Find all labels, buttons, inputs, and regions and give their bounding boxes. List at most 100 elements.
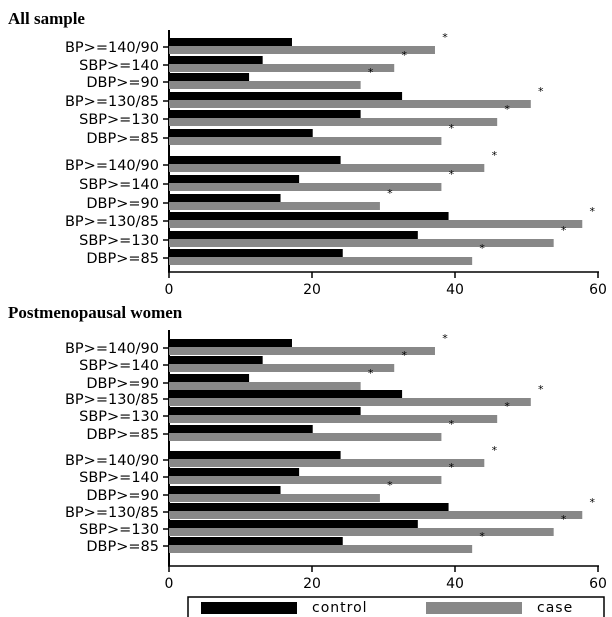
significance-marker: * bbox=[449, 168, 455, 181]
category-label: DBP>=90 bbox=[86, 196, 159, 212]
bar-case bbox=[169, 433, 442, 441]
category-label: SBP>=140 bbox=[79, 58, 159, 74]
bar-case bbox=[169, 528, 554, 536]
legend-swatch-control bbox=[201, 602, 297, 614]
bar-case bbox=[169, 459, 485, 467]
bar-case bbox=[169, 164, 485, 172]
significance-marker: * bbox=[504, 103, 510, 116]
significance-marker: * bbox=[561, 224, 567, 237]
bar-case bbox=[169, 476, 442, 484]
bar-control bbox=[169, 486, 281, 494]
panel-title: All sample bbox=[8, 9, 85, 28]
bar-case bbox=[169, 183, 442, 191]
bar-control bbox=[169, 92, 403, 100]
significance-marker: * bbox=[561, 513, 567, 526]
significance-marker: * bbox=[538, 383, 544, 396]
category-label: DBP>=85 bbox=[86, 427, 159, 443]
legend-label-control: control bbox=[312, 600, 368, 616]
legend-swatch-case bbox=[426, 602, 522, 614]
bar-control bbox=[169, 503, 449, 511]
bar-case bbox=[169, 415, 498, 423]
bar-case bbox=[169, 545, 473, 553]
bar-control bbox=[169, 129, 313, 137]
category-label: SBP>=140 bbox=[79, 470, 159, 486]
category-label: BP>=140/90 bbox=[65, 453, 159, 469]
category-label: DBP>=90 bbox=[86, 75, 159, 91]
significance-marker: * bbox=[590, 496, 596, 509]
significance-marker: * bbox=[368, 66, 374, 79]
bar-case bbox=[169, 81, 361, 89]
significance-marker: * bbox=[387, 187, 393, 200]
category-label: BP>=130/85 bbox=[65, 94, 159, 110]
bar-control bbox=[169, 339, 292, 347]
category-label: SBP>=130 bbox=[79, 522, 159, 538]
significance-marker: * bbox=[504, 400, 510, 413]
bar-control bbox=[169, 110, 361, 118]
bar-control bbox=[169, 73, 250, 81]
significance-marker: * bbox=[449, 418, 455, 431]
legend: control case bbox=[187, 596, 605, 617]
category-label: BP>=130/85 bbox=[65, 392, 159, 408]
bar-control bbox=[169, 425, 313, 433]
significance-marker: * bbox=[368, 367, 374, 380]
category-label: BP>=130/85 bbox=[65, 505, 159, 521]
significance-marker: * bbox=[538, 85, 544, 98]
significance-marker: * bbox=[449, 461, 455, 474]
bar-case bbox=[169, 46, 435, 54]
bar-case bbox=[169, 137, 442, 145]
bar-case bbox=[169, 347, 435, 355]
category-label: DBP>=90 bbox=[86, 488, 159, 504]
bar-control bbox=[169, 451, 341, 459]
significance-marker: * bbox=[479, 242, 485, 255]
panel-all-sample: All sample 0 20 40 60 BP>=140/90 * SBP>=140 * DB… bbox=[8, 9, 607, 298]
x-tick-label: 0 bbox=[165, 576, 174, 592]
bar-case bbox=[169, 100, 531, 108]
bar-control bbox=[169, 390, 403, 398]
bar-control bbox=[169, 520, 418, 528]
bar-case bbox=[169, 257, 473, 265]
category-label: BP>=140/90 bbox=[65, 158, 159, 174]
significance-marker: * bbox=[387, 479, 393, 492]
category-label: BP>=140/90 bbox=[65, 341, 159, 357]
significance-marker: * bbox=[590, 205, 596, 218]
bar-control bbox=[169, 468, 300, 476]
bar-case bbox=[169, 239, 554, 247]
x-tick-label: 60 bbox=[589, 282, 607, 298]
bar-case bbox=[169, 494, 380, 502]
bar-control bbox=[169, 38, 292, 46]
x-tick-label: 40 bbox=[446, 576, 464, 592]
panel-title: Postmenopausal women bbox=[8, 303, 183, 322]
bar-control bbox=[169, 156, 341, 164]
significance-marker: * bbox=[442, 332, 448, 345]
legend-box bbox=[187, 596, 605, 617]
bar-case bbox=[169, 64, 395, 72]
bar-control bbox=[169, 212, 449, 220]
bar-case bbox=[169, 511, 583, 519]
category-label: BP>=130/85 bbox=[65, 214, 159, 230]
category-label: BP>=140/90 bbox=[65, 40, 159, 56]
bar-control bbox=[169, 56, 263, 64]
category-label: SBP>=130 bbox=[79, 233, 159, 249]
significance-marker: * bbox=[492, 444, 498, 457]
bar-control bbox=[169, 374, 250, 382]
bar-control bbox=[169, 356, 263, 364]
category-label: SBP>=130 bbox=[79, 112, 159, 128]
significance-marker: * bbox=[442, 31, 448, 44]
bar-control bbox=[169, 194, 281, 202]
legend-label-case: case bbox=[537, 600, 573, 616]
significance-marker: * bbox=[401, 49, 407, 62]
bar-control bbox=[169, 537, 343, 545]
bar-case bbox=[169, 220, 583, 228]
bar-case bbox=[169, 364, 395, 372]
x-tick-label: 20 bbox=[303, 576, 321, 592]
bar-case bbox=[169, 382, 361, 390]
category-label: SBP>=130 bbox=[79, 409, 159, 425]
x-tick-label: 40 bbox=[446, 282, 464, 298]
category-label: DBP>=85 bbox=[86, 539, 159, 555]
panel-postmenopausal-women: Postmenopausal women 0 20 40 60 BP>=140/90 * S… bbox=[8, 303, 607, 592]
bar-control bbox=[169, 231, 418, 239]
significance-marker: * bbox=[449, 122, 455, 135]
bar-case bbox=[169, 118, 498, 126]
significance-marker: * bbox=[479, 530, 485, 543]
